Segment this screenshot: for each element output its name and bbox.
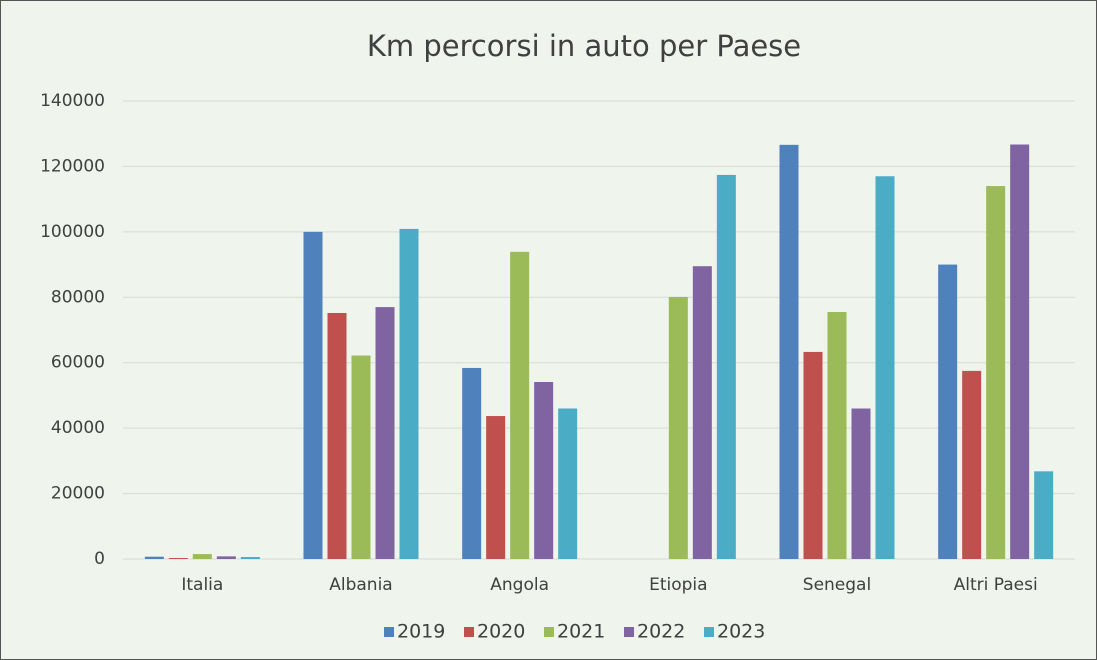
bar: [240, 557, 260, 559]
bar: [462, 367, 482, 559]
y-tick-label: 0: [94, 549, 105, 569]
legend-swatch: [704, 627, 714, 637]
y-tick-label: 60000: [51, 353, 105, 373]
x-tick-label: Albania: [329, 575, 392, 595]
bar: [216, 556, 236, 559]
bar: [168, 558, 188, 559]
x-tick-label: Italia: [181, 575, 223, 595]
bar: [327, 312, 347, 559]
bar: [668, 296, 688, 559]
y-tick-label: 140000: [40, 91, 105, 111]
x-tick-label: Senegal: [803, 575, 871, 595]
bar: [716, 174, 736, 560]
legend-label: 2022: [637, 621, 685, 643]
bar: [938, 264, 958, 559]
chart-title: Km percorsi in auto per Paese: [367, 29, 801, 63]
bar: [486, 416, 506, 559]
bar: [375, 307, 395, 559]
x-tick-label: Etiopia: [649, 575, 707, 595]
bar: [827, 312, 847, 559]
bar: [399, 228, 419, 560]
bar: [779, 144, 799, 559]
bar: [144, 556, 164, 559]
bar: [803, 351, 823, 559]
y-tick-label: 40000: [51, 418, 105, 438]
bar: [962, 370, 982, 559]
y-tick-label: 20000: [51, 484, 105, 504]
bar: [351, 355, 371, 559]
legend-label: 2020: [477, 621, 525, 643]
bar: [534, 382, 554, 559]
bar: [510, 251, 530, 559]
bar: [1010, 144, 1030, 559]
bar: [558, 408, 578, 559]
bar: [1034, 471, 1054, 559]
legend-label: 2021: [557, 621, 605, 643]
legend-label: 2023: [717, 621, 765, 643]
bar: [986, 186, 1006, 560]
legend-swatch: [464, 627, 474, 637]
y-tick-label: 120000: [40, 156, 105, 176]
bar: [875, 176, 895, 559]
y-tick-label: 100000: [40, 222, 105, 242]
bar: [192, 554, 212, 559]
bar: [692, 266, 712, 559]
legend-swatch: [624, 627, 634, 637]
y-tick-label: 80000: [51, 287, 105, 307]
bar: [851, 408, 871, 559]
x-tick-label: Altri Paesi: [954, 575, 1038, 595]
legend-label: 2019: [397, 621, 445, 643]
legend-swatch: [384, 627, 394, 637]
bar: [303, 231, 323, 559]
legend-swatch: [544, 627, 554, 637]
x-tick-label: Angola: [490, 575, 549, 595]
